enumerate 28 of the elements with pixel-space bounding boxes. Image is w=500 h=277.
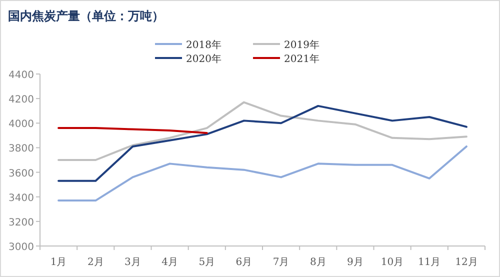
- y-tick-label: 4400: [8, 70, 34, 81]
- y-tick-label: 3200: [8, 217, 34, 228]
- x-tick-label: 3月: [124, 257, 141, 268]
- line-series: [58, 101, 468, 161]
- x-tick-label: 1月: [50, 257, 67, 268]
- legend-label: 2019年: [284, 39, 320, 51]
- x-tick-label: 8月: [310, 257, 326, 268]
- line-series: [58, 145, 468, 202]
- x-tick-label: 2月: [87, 257, 104, 268]
- x-tick-label: 6月: [236, 257, 252, 268]
- legend-label: 2020年: [186, 53, 222, 65]
- y-tick-label: 4000: [8, 119, 34, 130]
- x-tick-label: 7月: [272, 257, 290, 268]
- y-tick-label: 3400: [8, 192, 34, 204]
- legend-label: 2018年: [186, 39, 222, 51]
- x-tick-label: 11月: [418, 257, 441, 268]
- x-tick-label: 9月: [347, 257, 364, 268]
- x-tick-label: 5月: [198, 257, 216, 268]
- y-tick-label: 4200: [8, 94, 34, 106]
- line-series: [58, 104, 468, 182]
- x-tick-label: 4月: [162, 257, 178, 268]
- x-tick-label: 10月: [380, 257, 404, 268]
- y-tick-label: 3000: [8, 242, 34, 253]
- chart-title: 国内焦炭产量（单位：万吨）: [8, 9, 164, 23]
- legend-label: 2021年: [284, 53, 320, 65]
- x-tick-label: 12月: [455, 257, 478, 268]
- y-tick-label: 3600: [8, 168, 34, 180]
- y-tick-label: 3800: [8, 144, 34, 155]
